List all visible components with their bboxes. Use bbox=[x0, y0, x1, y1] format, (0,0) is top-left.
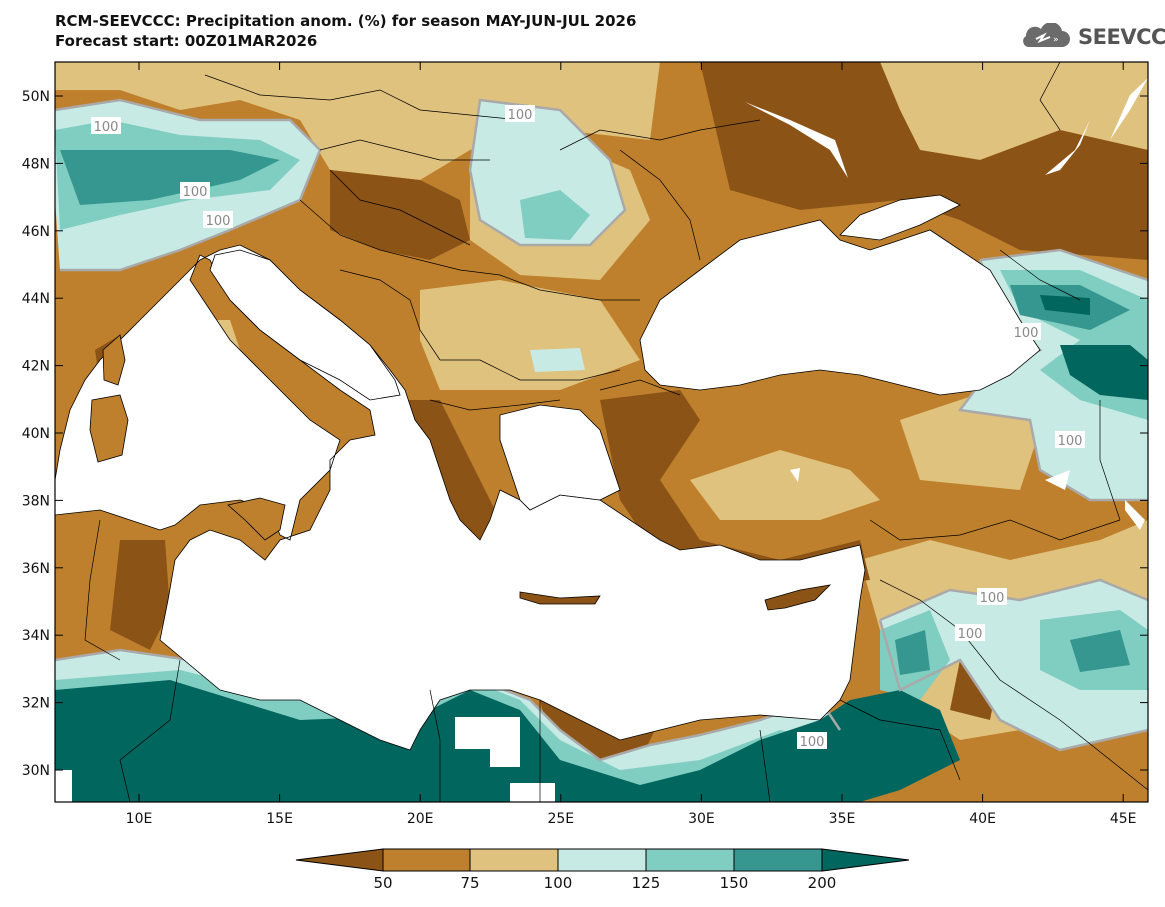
contour-label-bg bbox=[1011, 323, 1041, 340]
colorbar-label: 150 bbox=[720, 874, 749, 892]
island-corsica bbox=[102, 334, 126, 386]
y-tick-label: 40N bbox=[22, 426, 50, 442]
anomaly-region-above-200 bbox=[1060, 345, 1148, 400]
no-data-patch bbox=[510, 783, 555, 802]
x-tick-label: 10E bbox=[126, 811, 153, 827]
contour-label-100: 100 bbox=[206, 214, 231, 229]
island-sardinia bbox=[89, 394, 129, 463]
y-tick-label: 30N bbox=[22, 763, 50, 779]
anomaly-region-75-100 bbox=[420, 280, 640, 390]
adriatic-sea bbox=[209, 249, 401, 401]
map-title: RCM-SEEVCCC: Precipitation anom. (%) for… bbox=[55, 12, 637, 30]
x-tick-label: 25E bbox=[547, 811, 574, 827]
contour-label-bg bbox=[180, 182, 210, 199]
contour-label-100: 100 bbox=[800, 735, 825, 750]
x-tick-label: 20E bbox=[407, 811, 434, 827]
colorbar-segment bbox=[557, 848, 647, 872]
y-tick-label: 38N bbox=[22, 493, 50, 509]
colorbar-label: 125 bbox=[632, 874, 661, 892]
no-data-patch bbox=[1045, 470, 1070, 490]
colorbar-segment bbox=[821, 848, 910, 872]
colorbar-segment bbox=[382, 848, 471, 872]
contour-label-bg bbox=[1055, 431, 1085, 448]
contour-label-bg bbox=[797, 732, 827, 749]
anomaly-region-75-100 bbox=[55, 62, 660, 180]
no-data-patch bbox=[790, 468, 800, 482]
colorbar: 50 75 100 125 150 200 bbox=[295, 848, 910, 892]
anomaly-region-100-125 bbox=[530, 348, 585, 372]
y-tick-label: 36N bbox=[22, 561, 50, 577]
x-tick-label: 40E bbox=[969, 811, 996, 827]
y-tick-label: 34N bbox=[22, 628, 50, 644]
colorbar-label: 50 bbox=[373, 874, 392, 892]
contour-label-bg bbox=[977, 588, 1007, 605]
anomaly-region-below-50 bbox=[700, 62, 1148, 260]
island-cyprus bbox=[764, 584, 832, 611]
anomaly-region-below-50 bbox=[110, 540, 170, 650]
aegean-sea bbox=[499, 404, 621, 511]
contour-label-100: 100 bbox=[980, 591, 1005, 606]
x-tick-label: 35E bbox=[829, 811, 856, 827]
contour-label-100: 100 bbox=[1058, 434, 1083, 449]
contour-label-100: 100 bbox=[1014, 326, 1039, 341]
contour-label-100: 100 bbox=[508, 108, 533, 123]
colorbar-segment bbox=[469, 848, 559, 872]
no-data-patch bbox=[55, 770, 72, 802]
contour-label-bg bbox=[955, 624, 985, 641]
colorbar-segment bbox=[645, 848, 735, 872]
no-data-patch bbox=[1110, 78, 1148, 140]
x-tick-label: 30E bbox=[688, 811, 715, 827]
anomaly-region-150-200 bbox=[895, 630, 930, 675]
map-plot-area bbox=[55, 62, 1148, 802]
y-tick-label: 50N bbox=[22, 89, 50, 105]
contour-labels: 100 100 100 100 100 100 100 100 100 bbox=[91, 105, 1085, 750]
anomaly-region-below-50 bbox=[330, 170, 470, 260]
no-data-patch bbox=[745, 102, 848, 178]
sea-of-azov bbox=[839, 194, 961, 241]
y-tick-label: 42N bbox=[22, 359, 50, 375]
y-tick-label: 44N bbox=[22, 291, 50, 307]
x-tick-label: 45E bbox=[1110, 811, 1137, 827]
anomaly-region-75-100 bbox=[690, 450, 880, 520]
contour-label-bg bbox=[91, 117, 121, 134]
svg-text:»: » bbox=[1053, 35, 1059, 45]
colorbar-segment bbox=[295, 848, 384, 872]
anomaly-region-75-100 bbox=[880, 62, 1148, 160]
contour-label-bg bbox=[203, 211, 233, 228]
no-data-patch bbox=[490, 749, 520, 767]
y-axis: 50N 48N 46N 44N 42N 40N 38N 36N 34N 32N 30N bbox=[22, 89, 1148, 779]
anomaly-region-125-150 bbox=[520, 190, 590, 240]
island-sicily bbox=[227, 497, 286, 541]
colorbar-label: 75 bbox=[460, 874, 479, 892]
colorbar-label: 200 bbox=[808, 874, 837, 892]
colorbar-label: 100 bbox=[544, 874, 573, 892]
contour-label-100: 100 bbox=[183, 185, 208, 200]
x-axis: 10E 15E 20E 25E 30E 35E 40E 45E bbox=[126, 62, 1137, 827]
y-tick-label: 48N bbox=[22, 156, 50, 172]
y-tick-label: 32N bbox=[22, 696, 50, 712]
seevccc-logo: » SEEVCCC bbox=[1018, 23, 1165, 51]
colorbar-segment bbox=[733, 848, 823, 872]
no-data-patch bbox=[455, 717, 520, 749]
forecast-start-label: Forecast start: 00Z01MAR2026 bbox=[55, 32, 318, 50]
logo-text: SEEVCCC bbox=[1078, 25, 1165, 49]
x-tick-label: 15E bbox=[266, 811, 293, 827]
cloud-icon: » bbox=[1023, 23, 1070, 47]
country-borders bbox=[84, 62, 1148, 802]
anomaly-region-below-50 bbox=[600, 390, 870, 590]
contour-label-100: 100 bbox=[958, 627, 983, 642]
y-tick-label: 46N bbox=[22, 224, 50, 240]
anomaly-region-150-200 bbox=[1070, 630, 1130, 672]
anomaly-region-150-200 bbox=[60, 150, 280, 205]
plot-frame bbox=[54, 61, 1149, 803]
contour-label-bg bbox=[505, 105, 535, 122]
contour-label-100: 100 bbox=[94, 120, 119, 135]
island-crete bbox=[519, 591, 601, 605]
no-data-patch bbox=[1125, 500, 1145, 530]
anomaly-region-above-200 bbox=[1040, 295, 1090, 315]
